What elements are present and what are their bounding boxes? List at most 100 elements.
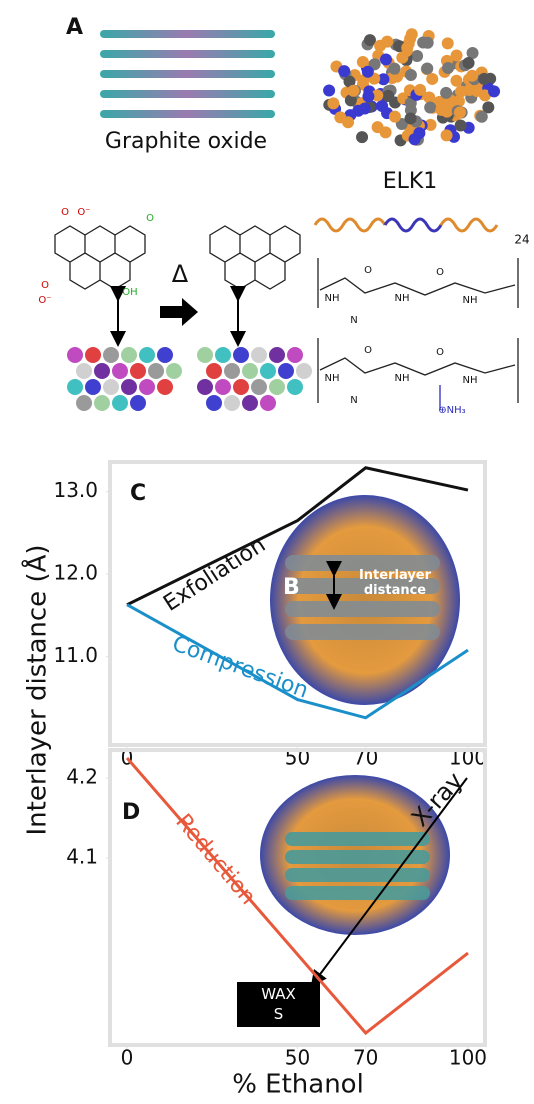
bead	[388, 63, 400, 75]
bead	[382, 90, 394, 102]
sphere	[67, 347, 83, 363]
waxs-label-box: WAXS	[237, 984, 320, 1029]
sphere	[251, 347, 267, 363]
atom-label: O⁻	[77, 207, 90, 218]
sphere	[85, 379, 101, 395]
sphere	[157, 379, 173, 395]
x-tick-label: 0	[121, 1046, 134, 1070]
sphere	[121, 347, 137, 363]
atom-label: NH	[463, 375, 478, 386]
sphere	[103, 347, 119, 363]
atom-label: O⁻	[38, 295, 51, 306]
y-tick-label: 12.0	[53, 561, 98, 585]
inset-label: Interlayer distance	[350, 568, 440, 598]
bead	[338, 65, 350, 77]
bead	[396, 52, 408, 64]
atom-label: O	[436, 267, 444, 278]
bead	[381, 36, 393, 48]
bead	[406, 28, 418, 40]
bead	[323, 84, 335, 96]
caption: Graphite oxide	[105, 129, 267, 154]
page: A Graphite oxide ELK1 Δ 24 C D B Interla…	[0, 0, 534, 1104]
sphere	[278, 363, 294, 379]
sphere	[130, 395, 146, 411]
bead	[327, 97, 339, 109]
y-tick-label: 11.0	[53, 643, 98, 667]
atom-label: O	[41, 280, 49, 291]
sphere	[233, 379, 249, 395]
annotation: WAXS	[259, 984, 299, 1024]
sphere	[166, 363, 182, 379]
sphere	[197, 347, 213, 363]
bead	[405, 69, 417, 81]
figure: A Graphite oxide ELK1 Δ 24 C D B Interla…	[0, 0, 534, 1104]
arrows-a	[118, 298, 238, 345]
sphere	[103, 379, 119, 395]
panel-label: B	[283, 575, 300, 600]
bead	[342, 116, 354, 128]
sphere	[296, 363, 312, 379]
panel-label: C	[130, 481, 146, 506]
bead	[488, 85, 500, 97]
sphere	[269, 347, 285, 363]
sphere	[251, 379, 267, 395]
caption: ELK1	[383, 169, 438, 194]
bead	[441, 129, 453, 141]
sphere	[260, 363, 276, 379]
atom-label: O	[146, 213, 154, 224]
bead	[476, 111, 488, 123]
sphere	[287, 379, 303, 395]
bead	[466, 70, 478, 82]
bead	[417, 37, 429, 49]
x-axis-label: % Ethanol	[232, 1070, 364, 1100]
bead	[455, 119, 467, 131]
sphere	[139, 347, 155, 363]
bead	[362, 90, 374, 102]
atom-label: NH	[325, 373, 340, 384]
x-tick-label: 100	[449, 1046, 487, 1070]
bead	[435, 104, 447, 116]
spheres	[67, 347, 312, 411]
sphere	[112, 395, 128, 411]
bead	[413, 127, 425, 139]
atom-label: NH	[463, 295, 478, 306]
y-tick-label: 13.0	[53, 478, 98, 502]
sphere	[287, 347, 303, 363]
atom-label: N	[350, 315, 357, 326]
sphere	[269, 379, 285, 395]
bead	[364, 34, 376, 46]
bead	[454, 106, 466, 118]
y-axis-label: Interlayer distance (Å)	[21, 544, 53, 835]
sphere	[130, 363, 146, 379]
y-tick-label: 4.2	[66, 764, 98, 788]
bead	[421, 63, 433, 75]
sphere	[139, 379, 155, 395]
panel-label: D	[122, 800, 140, 825]
series-label: Exfoliation	[159, 533, 270, 617]
y-tick-label: 4.1	[66, 844, 98, 868]
bead	[405, 112, 417, 124]
bead	[451, 49, 463, 61]
sphere	[112, 363, 128, 379]
sphere	[206, 363, 222, 379]
atom-label: NH	[325, 293, 340, 304]
elk1-cluster	[323, 28, 500, 146]
sphere	[260, 395, 276, 411]
sphere	[242, 363, 258, 379]
bead	[424, 101, 436, 113]
atom-label: O	[364, 265, 372, 276]
sphere	[197, 379, 213, 395]
sphere	[224, 363, 240, 379]
sphere	[224, 395, 240, 411]
sphere	[76, 395, 92, 411]
sphere	[215, 347, 231, 363]
delta: Δ	[172, 260, 189, 288]
bead	[347, 85, 359, 97]
sphere	[206, 395, 222, 411]
repeat: 24	[514, 233, 529, 247]
sphere	[148, 363, 164, 379]
bead	[362, 66, 374, 78]
series-label: Reduction	[170, 810, 260, 910]
panel-label: A	[66, 15, 83, 40]
atom-label: O	[436, 347, 444, 358]
